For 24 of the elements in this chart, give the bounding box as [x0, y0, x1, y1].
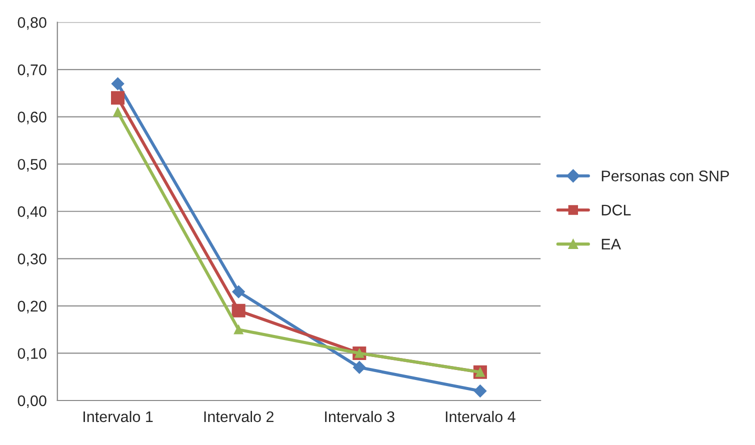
y-tick-label: 0,60: [18, 112, 46, 124]
legend-label: Personas con SNP: [602, 170, 729, 182]
y-tick-label: 0,10: [18, 348, 46, 361]
y-tick-label: 0,20: [18, 300, 46, 314]
legend-label: EA: [602, 238, 622, 250]
point: [232, 285, 245, 298]
y-tick-label: 0,80: [18, 17, 46, 30]
y-tick-label: 0,40: [18, 206, 46, 219]
point: [232, 304, 246, 318]
point: [352, 360, 366, 374]
y-tick-label: 0,50: [18, 158, 46, 172]
point: [113, 107, 122, 117]
point: [234, 324, 244, 334]
x-tick-label: Intervalo 2: [204, 410, 274, 422]
point: [474, 384, 487, 398]
x-tick-label: Intervalo 3: [325, 410, 394, 422]
legend-label: DCL: [602, 204, 631, 216]
x-tick-label: Intervalo 1: [84, 410, 153, 422]
y-tick-label: 0,70: [18, 64, 46, 78]
x-tick-label: Intervalo 4: [446, 410, 516, 422]
y-tick-label: 0,00: [18, 395, 46, 408]
point: [111, 77, 124, 90]
y-tick-label: 0,30: [18, 254, 46, 266]
point: [111, 91, 125, 105]
